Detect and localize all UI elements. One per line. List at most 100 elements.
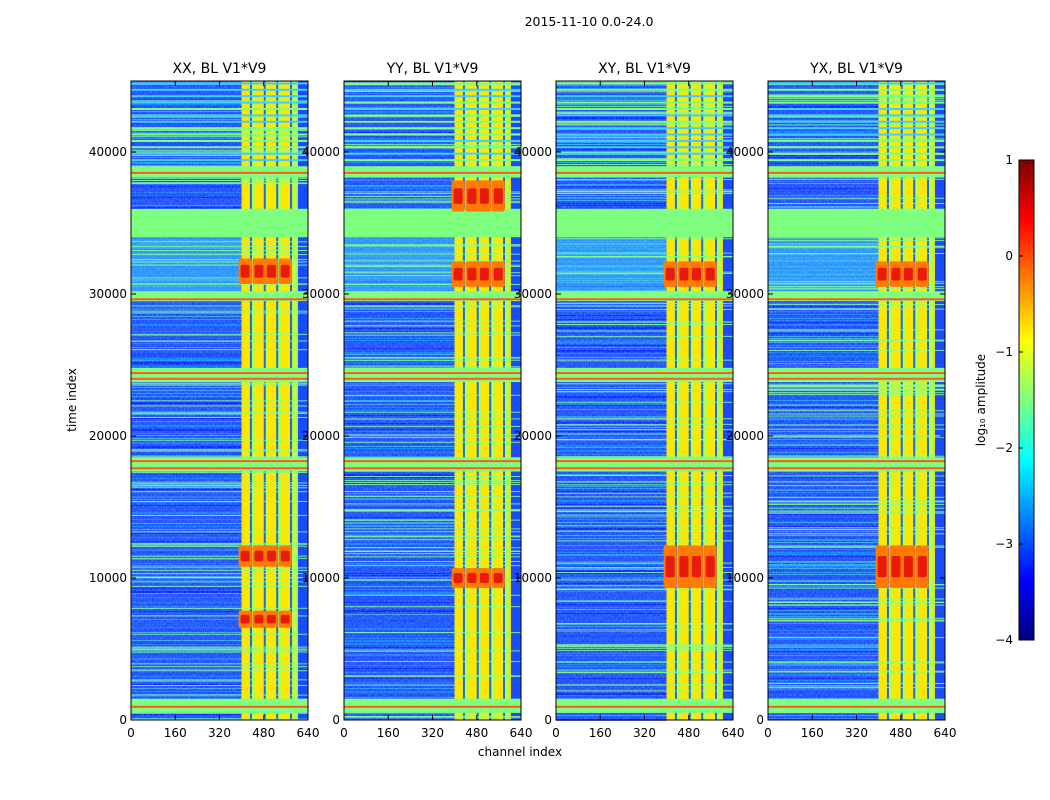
rfi-hotspot-core <box>467 188 477 204</box>
flag-line <box>344 139 521 142</box>
flag-line <box>556 684 733 686</box>
rfi-hotspot-core <box>266 614 276 624</box>
flag-line <box>556 112 733 114</box>
high-amplitude-line <box>344 460 521 463</box>
flag-line <box>131 482 308 484</box>
flag-line <box>344 114 521 117</box>
flag-line <box>768 671 945 673</box>
flag-line <box>556 323 733 325</box>
flag-line <box>344 425 521 427</box>
flag-line <box>131 543 308 545</box>
flag-line <box>131 449 308 451</box>
flag-line <box>768 388 945 390</box>
flag-line <box>556 101 733 104</box>
rfi-hotspot-core <box>453 267 463 281</box>
flag-line <box>556 429 733 431</box>
flag-line <box>131 382 308 384</box>
flag-line <box>556 645 733 647</box>
flag-line <box>131 416 308 418</box>
flag-line <box>131 633 308 635</box>
flag-line <box>556 481 733 483</box>
flag-line <box>556 475 733 477</box>
flag-line <box>344 632 521 634</box>
flag-line <box>131 155 308 157</box>
flag-line <box>768 281 945 283</box>
flag-line <box>344 606 521 608</box>
x-tick-label: 160 <box>164 726 187 740</box>
flag-line <box>768 662 945 664</box>
flagged-time-band <box>344 208 521 238</box>
flag-line <box>556 579 733 581</box>
x-axis-label: channel index <box>478 745 562 759</box>
flag-line <box>768 116 945 118</box>
flag-line <box>344 334 521 336</box>
flag-line <box>344 528 521 530</box>
y-tick-label: 0 <box>544 713 552 727</box>
rfi-hotspot-core <box>877 267 887 281</box>
high-amplitude-line <box>131 705 308 708</box>
flag-line <box>131 581 308 583</box>
flag-line <box>768 384 945 386</box>
flag-line <box>344 356 521 358</box>
flag-line <box>556 107 733 110</box>
flag-line <box>344 192 521 194</box>
flag-line <box>768 349 945 351</box>
rfi-hotspot-core <box>679 555 689 578</box>
flagged-time-band <box>344 457 521 472</box>
channel-gap <box>503 81 506 720</box>
flag-line <box>556 456 733 458</box>
flag-line <box>344 145 521 147</box>
flag-line <box>131 182 308 184</box>
flag-line <box>556 623 733 625</box>
flag-line <box>131 649 308 651</box>
flag-line <box>131 283 308 285</box>
y-tick-label: 40000 <box>514 145 552 159</box>
flag-line <box>344 436 521 438</box>
flag-line <box>131 152 308 155</box>
flag-line <box>131 136 308 138</box>
flag-line <box>768 503 945 505</box>
heatmap-edge <box>934 81 945 720</box>
flag-line <box>556 158 733 160</box>
flag-line <box>131 411 308 413</box>
y-tick-label: 10000 <box>514 571 552 585</box>
flag-line <box>768 247 945 249</box>
flag-line <box>768 512 945 514</box>
flag-line <box>556 562 733 564</box>
flag-line <box>768 138 945 140</box>
flag-line <box>556 661 733 663</box>
flag-line <box>131 261 308 263</box>
rfi-hotspot-core <box>453 188 463 204</box>
rfi-hotspot-core <box>254 614 264 624</box>
x-tick-label: 480 <box>465 726 488 740</box>
flag-line <box>344 152 521 155</box>
flag-line <box>131 543 308 545</box>
flag-line <box>556 303 733 305</box>
y-tick-label: 10000 <box>726 571 764 585</box>
high-amplitude-line <box>768 377 945 380</box>
flagged-time-band <box>768 208 945 238</box>
flag-line <box>131 577 308 579</box>
flag-line <box>768 670 945 672</box>
flag-line <box>344 594 521 596</box>
colorbar-label: log₁₀ amplitude <box>974 354 988 446</box>
flag-line <box>556 566 733 568</box>
x-tick-label: 640 <box>722 726 745 740</box>
flag-line <box>768 178 945 180</box>
high-amplitude-line <box>344 467 521 470</box>
rfi-hotspot-core <box>479 188 489 204</box>
flag-line <box>344 482 521 484</box>
flag-line <box>344 127 521 130</box>
colorbar-gradient <box>1018 159 1035 641</box>
flagged-time-band <box>768 457 945 472</box>
rfi-hotspot-core <box>891 267 901 281</box>
y-tick-label: 10000 <box>302 571 340 585</box>
x-tick-label: 0 <box>764 726 772 740</box>
flag-line <box>131 666 308 668</box>
flag-line <box>556 359 733 361</box>
y-tick-label: 0 <box>756 713 764 727</box>
flag-line <box>768 340 945 342</box>
flag-line <box>556 540 733 542</box>
flag-line <box>344 411 521 413</box>
flag-line <box>344 480 521 482</box>
